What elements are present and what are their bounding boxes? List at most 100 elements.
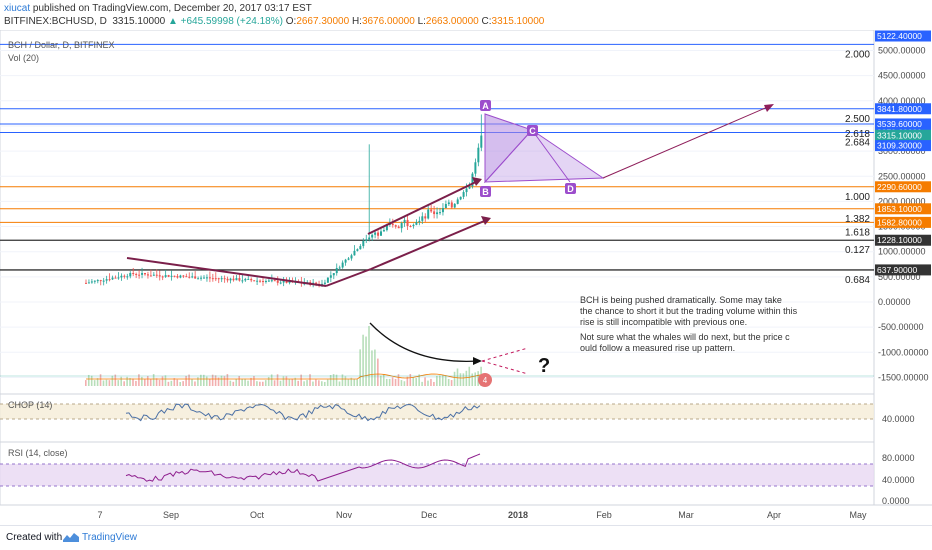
time-axis-label: Feb [596,510,612,520]
candle-body [264,280,267,283]
projection-line [602,105,771,179]
candle-body [335,268,338,274]
candle-body [129,273,132,277]
candle-body [208,277,211,279]
volume-bar [424,377,426,386]
time-axis-label: Dec [421,510,438,520]
channel-upper-line [367,179,481,235]
price-axis-label: 0.00000 [878,297,911,307]
volume-bar [208,378,211,386]
volume-bar [377,358,379,386]
volume-bar [374,349,376,386]
candle-body [371,234,374,238]
price-tag-bg [875,181,931,193]
volume-bar [282,376,285,386]
volume-bar [406,376,409,386]
annotation-block[interactable]: BCH is being pushed dramatically. Some m… [369,295,800,377]
svg-text:C: C [529,126,536,136]
candle-body [232,278,235,281]
price-axis-label: 2000.00000 [878,196,926,206]
candle-body [447,202,450,205]
volume-bar [294,377,297,386]
projection-arrow-head [764,104,774,112]
candle-body [288,280,291,283]
open-value: 2667.30000 [296,16,350,27]
volume-bar [394,378,397,386]
volume-bar [326,379,329,386]
volume-bar [474,372,476,386]
volume-bar [323,381,326,386]
point-c-marker[interactable]: C [527,125,538,136]
ohlc-line: BITFINEX:BCHUSD, D 3315.10000 ▲ +645.599… [4,16,544,27]
candle-body [341,262,344,268]
price-axis-label: 4500.00000 [878,71,926,81]
volume-bar [418,374,420,386]
volume-bar [161,376,164,386]
volume-bar [132,378,134,386]
price-axis-label: -1500.00000 [878,372,929,382]
time-axis[interactable]: 7 Sep Oct Nov Dec 2018 Feb Mar Apr May [97,510,867,520]
candle-body [382,230,385,232]
candle-body [85,282,87,284]
candle-body [235,278,238,281]
candle-body [126,276,129,278]
tradingview-brand-link[interactable]: TradingView [82,532,138,543]
volume-bar [244,378,246,386]
candle-body [185,276,188,278]
price-tag-text: 1228.10000 [877,235,922,245]
volume-bar [247,380,249,386]
price-tag: 3539.60000 [875,118,931,130]
point-b-marker[interactable]: B [480,186,491,197]
volume-bar [238,376,240,386]
volume-bar [235,378,238,386]
volume-bars [0,326,874,386]
candle-series [85,114,483,288]
volume-bar [191,379,193,386]
candle-body [321,283,323,285]
volume-bar [179,381,181,386]
candle-body [332,273,335,276]
candle-body [173,275,176,277]
close-label: C: [481,16,492,27]
price-tag-bg [875,140,931,152]
volume-badge[interactable]: 4 [478,373,492,387]
price-tag: 3315.10000 [875,129,931,141]
volume-bar [368,326,370,386]
chart-canvas[interactable]: A B C D BCH is being pushed dramatically… [0,30,932,525]
trend-drawings[interactable] [126,177,491,287]
candle-body [465,188,468,193]
volume-bar [459,373,462,386]
candle-body [223,278,226,280]
volume-bar [158,379,161,386]
time-axis-label: Apr [767,510,781,520]
price-tag: 3109.30000 [875,140,931,152]
candle-body [262,281,264,283]
volume-bar [471,373,474,386]
volume-bar [365,336,367,386]
footer-bar: Created with TradingView [0,525,932,550]
candle-body [247,278,250,280]
volume-bar [214,375,217,386]
candle-body [256,280,259,282]
candle-body [99,280,102,282]
lower-arrow-head [481,216,491,225]
author-link[interactable]: xiucat [4,3,31,14]
candle-body [138,274,141,276]
abcd-pattern[interactable]: A B C D [480,100,774,197]
volume-bar [256,381,258,386]
volume-bar [400,380,403,386]
candle-body [421,216,424,221]
volume-bar [403,381,406,386]
fib-label: 2.684 [845,137,870,148]
candle-body [229,278,232,281]
point-a-marker[interactable]: A [480,100,491,111]
volume-bar [273,380,276,386]
price-tag: 1853.10000 [875,203,931,215]
volume-bar [303,381,305,386]
candle-body [441,208,444,213]
candle-body [188,276,191,278]
point-d-marker[interactable]: D [565,183,576,194]
volume-bar [173,378,176,386]
candle-body [220,278,223,280]
